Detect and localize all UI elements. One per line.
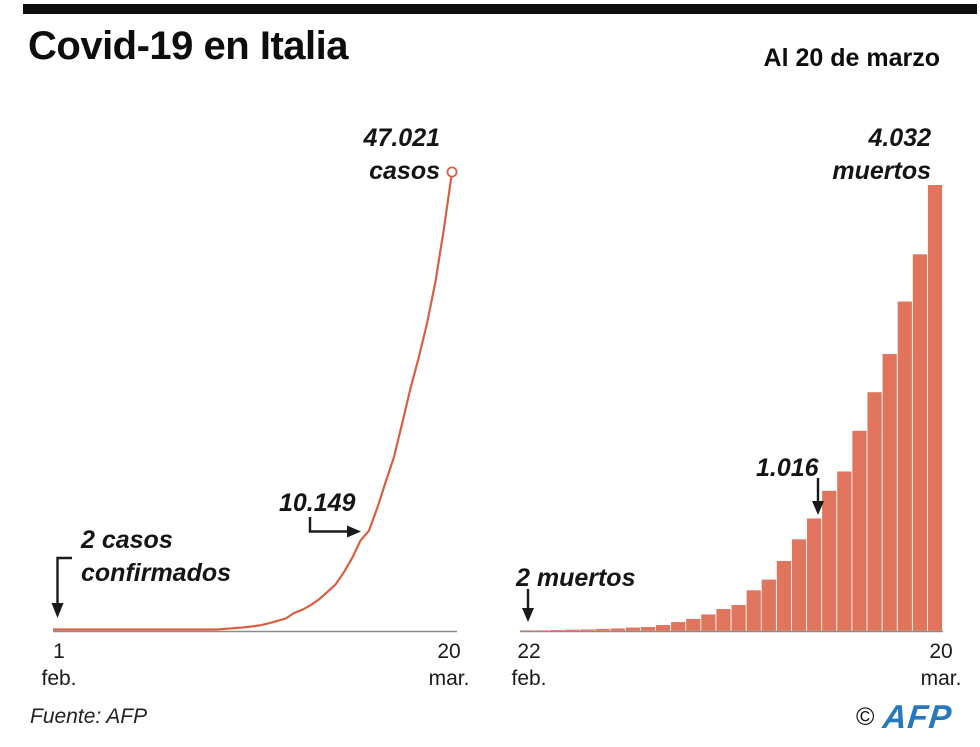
death-bar bbox=[852, 430, 867, 631]
source-credit: Fuente: AFP bbox=[30, 705, 148, 728]
death-bar bbox=[595, 628, 610, 631]
tick-month: mar. bbox=[920, 667, 962, 690]
death-bar bbox=[625, 627, 640, 631]
deaths-start-arrowhead bbox=[522, 608, 534, 622]
cases-mid-arrow bbox=[308, 517, 349, 533]
tick-month: feb. bbox=[41, 667, 77, 690]
death-bar bbox=[867, 392, 882, 631]
death-bar bbox=[807, 518, 822, 631]
tick-day: 1 bbox=[53, 640, 65, 663]
death-bar bbox=[837, 471, 852, 631]
cases-line bbox=[53, 171, 454, 631]
cases-start-line1: 2 casos bbox=[81, 526, 173, 554]
cases-peak-label: casos bbox=[369, 157, 440, 185]
death-bar bbox=[640, 627, 656, 631]
death-bar bbox=[550, 630, 565, 631]
death-bar bbox=[580, 629, 595, 631]
death-bar bbox=[655, 625, 671, 631]
afp-logo-text: AFP bbox=[881, 698, 955, 735]
deaths-axis-end-tick: 20 mar. bbox=[915, 638, 967, 692]
date-note: Al 20 de marzo bbox=[763, 44, 940, 72]
death-bar bbox=[791, 539, 807, 631]
tick-day: 20 bbox=[437, 640, 461, 663]
cases-start-line2: confirmados bbox=[81, 559, 232, 587]
cases-axis-end-tick: 20 mar. bbox=[423, 638, 475, 692]
copyright-icon: © bbox=[856, 703, 875, 731]
cases-peak-annotation: 47.021 casos bbox=[240, 122, 440, 188]
deaths-axis-start-tick: 22 feb. bbox=[506, 638, 552, 692]
top-rule bbox=[23, 4, 977, 14]
deaths-start-annotation: 2 muertos bbox=[516, 564, 636, 592]
cases-start-arrowhead bbox=[51, 603, 64, 618]
death-bar bbox=[716, 609, 731, 631]
cases-peak-value: 47.021 bbox=[363, 124, 440, 152]
deaths-mid-annotation: 1.016 bbox=[756, 454, 819, 482]
death-bar bbox=[882, 354, 897, 631]
afp-logo: © AFP bbox=[856, 698, 955, 736]
cases-start-arrow bbox=[56, 556, 72, 605]
death-bar bbox=[686, 618, 701, 631]
death-bar bbox=[822, 490, 837, 631]
cases-mid-annotation: 10.149 bbox=[279, 489, 356, 517]
death-bar bbox=[535, 630, 550, 631]
cases-axis-start-tick: 1 feb. bbox=[36, 638, 82, 692]
death-bar bbox=[746, 590, 761, 631]
deaths-peak-value: 4.032 bbox=[868, 124, 931, 152]
death-bar bbox=[912, 254, 927, 631]
death-bar bbox=[776, 561, 792, 631]
cases-endpoint-marker bbox=[446, 166, 458, 178]
death-bar bbox=[731, 605, 746, 631]
death-bar bbox=[701, 614, 716, 631]
tick-day: 20 bbox=[929, 640, 953, 663]
death-bar bbox=[610, 628, 625, 631]
tick-month: feb. bbox=[511, 667, 547, 690]
tick-month: mar. bbox=[428, 667, 470, 690]
deaths-peak-label: muertos bbox=[832, 157, 931, 185]
death-bar bbox=[761, 579, 776, 631]
death-bar bbox=[671, 622, 686, 631]
death-bar bbox=[927, 185, 943, 631]
death-bar bbox=[520, 630, 535, 631]
cases-start-annotation: 2 casos confirmados bbox=[81, 524, 231, 590]
tick-day: 22 bbox=[517, 640, 541, 663]
death-bar bbox=[565, 629, 580, 631]
cases-mid-arrowhead bbox=[347, 525, 361, 538]
death-bar bbox=[897, 301, 912, 631]
deaths-mid-arrowhead bbox=[812, 501, 824, 515]
deaths-peak-annotation: 4.032 muertos bbox=[731, 122, 931, 188]
page-title: Covid-19 en Italia bbox=[28, 24, 348, 68]
